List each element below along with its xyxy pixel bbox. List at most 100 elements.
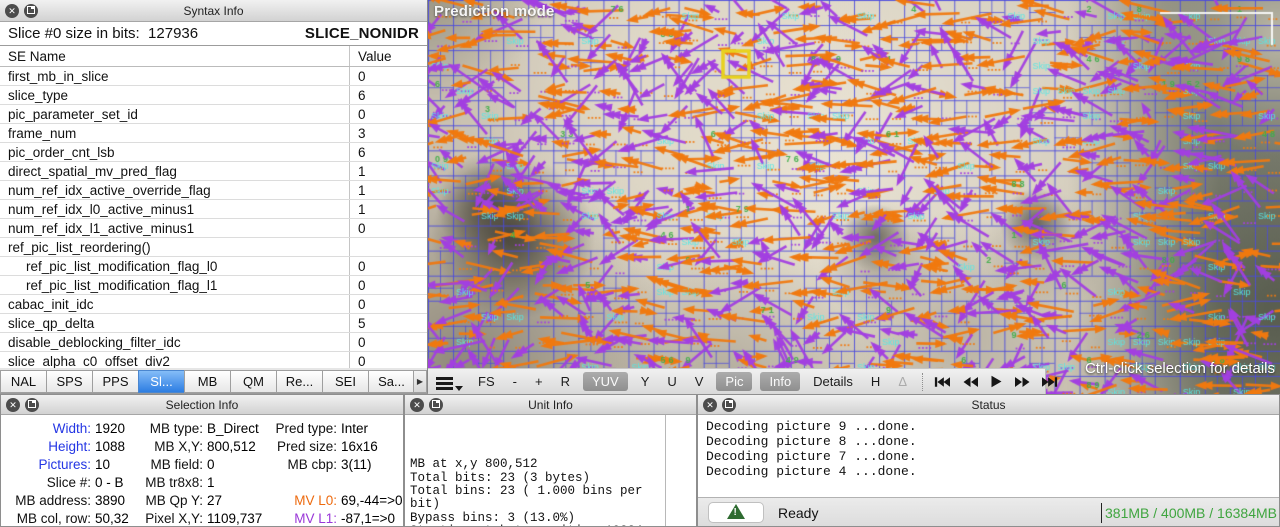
jump-first-button[interactable] xyxy=(933,376,950,388)
unit-info-content: MB at x,y 800,512 Total bits: 23 (3 bytes… xyxy=(405,415,696,526)
table-row[interactable]: frame_num 3 xyxy=(0,124,427,143)
table-row[interactable]: cabac_init_idc 0 xyxy=(0,295,427,314)
float-panel-icon[interactable] xyxy=(25,398,39,412)
video-mode-label: Prediction mode xyxy=(434,3,555,20)
toolbar-button-yuv[interactable]: YUV xyxy=(582,372,628,391)
se-value: 1 xyxy=(349,200,427,218)
table-row[interactable]: num_ref_idx_l0_active_minus1 1 xyxy=(0,200,427,219)
tab-nal[interactable]: NAL xyxy=(0,370,47,393)
se-name: ref_pic_list_modification_flag_l0 xyxy=(26,259,218,274)
status-titlebar: ✕ Status xyxy=(698,395,1279,415)
close-icon[interactable]: ✕ xyxy=(5,4,19,18)
field-value: 1088 xyxy=(95,439,126,454)
prev-frame-button[interactable] xyxy=(962,376,978,388)
toolbar-button-h[interactable]: H xyxy=(870,374,881,389)
field-label: Pictures: xyxy=(38,457,91,472)
field-label: MB address: xyxy=(15,493,91,508)
close-icon[interactable]: ✕ xyxy=(703,398,717,412)
field-label: Pred type: xyxy=(275,421,337,436)
tab-sa[interactable]: Sa... xyxy=(368,370,415,393)
unit-info-line: bit) xyxy=(410,497,441,512)
table-row[interactable]: first_mb_in_slice 0 xyxy=(0,67,427,86)
next-frame-button[interactable] xyxy=(1014,376,1030,388)
field-label: Pixel X,Y: xyxy=(145,511,203,526)
toolbar-button-fs[interactable]: FS xyxy=(478,374,495,389)
close-icon[interactable]: ✕ xyxy=(6,398,20,412)
toolbar-button-[interactable]: + xyxy=(534,374,543,389)
hamburger-menu-icon[interactable] xyxy=(436,372,463,391)
toolbar-button-details[interactable]: Details xyxy=(813,374,853,389)
status-log-line: Decoding picture 9 ...done. xyxy=(706,419,917,434)
table-row[interactable]: slice_qp_delta 5 xyxy=(0,314,427,333)
field-label: MB field: xyxy=(150,457,203,472)
toolbar-button-pic[interactable]: Pic xyxy=(716,372,753,391)
tab-overflow-button[interactable]: ▶ xyxy=(413,370,427,393)
toolbar-separator xyxy=(922,372,923,391)
unit-info-line: Starting at byte position 10334 xyxy=(410,524,660,526)
float-panel-icon[interactable] xyxy=(24,4,38,18)
tab-mb[interactable]: MB xyxy=(184,370,231,393)
video-canvas[interactable] xyxy=(428,0,1280,394)
table-row[interactable]: ref_pic_list_modification_flag_l1 0 xyxy=(0,276,427,295)
jump-last-button[interactable] xyxy=(1042,376,1059,388)
table-row[interactable]: slice_type 6 xyxy=(0,86,427,105)
table-row[interactable]: disable_deblocking_filter_idc 0 xyxy=(0,333,427,352)
toolbar-button-y[interactable]: Y xyxy=(640,374,650,389)
se-name: slice_type xyxy=(8,88,69,103)
toolbar-button-u[interactable]: U xyxy=(667,374,677,389)
unit-info-titlebar: ✕ Unit Info xyxy=(405,395,696,415)
tab-qm[interactable]: QM xyxy=(230,370,277,393)
se-value xyxy=(349,238,427,256)
table-row[interactable]: ref_pic_list_modification_flag_l0 0 xyxy=(0,257,427,276)
field-label: MB Qp Y: xyxy=(145,493,203,508)
se-value: 6 xyxy=(349,143,427,161)
video-toolbar: FS - + R YUV Y U V Pic Info Details H Δ xyxy=(428,368,1058,394)
play-button[interactable] xyxy=(990,375,1002,388)
toolbar-button-r[interactable]: R xyxy=(560,374,570,389)
toolbar-button-v[interactable]: V xyxy=(694,374,704,389)
se-name: direct_spatial_mv_pred_flag xyxy=(8,164,177,179)
unit-info-line: Total bins: 23 ( 1.000 bins per xyxy=(410,484,643,499)
tab-re[interactable]: Re... xyxy=(276,370,323,393)
se-value: 0 xyxy=(349,67,427,85)
close-icon[interactable]: ✕ xyxy=(410,398,424,412)
table-row[interactable]: ref_pic_list_reordering() xyxy=(0,238,427,257)
se-value: 0 xyxy=(349,333,427,351)
table-row[interactable]: num_ref_idx_l1_active_minus1 0 xyxy=(0,219,427,238)
ready-label: Ready xyxy=(778,504,819,521)
chevron-down-icon xyxy=(455,386,463,391)
float-panel-icon[interactable] xyxy=(429,398,443,412)
syntax-info-titlebar: ✕ Syntax Info xyxy=(0,0,427,22)
field-label: Slice #: xyxy=(46,475,91,490)
field-value: 3890 xyxy=(95,493,126,508)
se-name: first_mb_in_slice xyxy=(8,69,109,84)
tab-pps[interactable]: PPS xyxy=(92,370,139,393)
selection-field: Pixel X,Y: 1109,737 xyxy=(137,511,265,526)
warning-button[interactable] xyxy=(708,502,764,523)
scrollbar-track[interactable] xyxy=(665,415,696,526)
tab-sps[interactable]: SPS xyxy=(46,370,93,393)
tab-sl[interactable]: Sl... xyxy=(138,370,185,393)
field-value: 800,512 xyxy=(207,439,256,454)
table-row[interactable]: pic_parameter_set_id 0 xyxy=(0,105,427,124)
se-name: num_ref_idx_active_override_flag xyxy=(8,183,211,198)
selection-field: Slice #: 0 - B xyxy=(3,475,137,493)
float-panel-icon[interactable] xyxy=(722,398,736,412)
toolbar-button-info[interactable]: Info xyxy=(760,372,801,391)
table-row[interactable]: pic_order_cnt_lsb 6 xyxy=(0,143,427,162)
selection-field: MV L0: 69,-44=>0 xyxy=(265,493,403,511)
status-panel: ✕ Status Decoding picture 9 ...done. Deco… xyxy=(697,394,1280,527)
video-toolbar-buttons: FS - + R YUV Y U V Pic Info Details H Δ xyxy=(473,372,912,391)
table-row[interactable]: num_ref_idx_active_override_flag 1 xyxy=(0,181,427,200)
tab-sei[interactable]: SEI xyxy=(322,370,369,393)
se-value: 1 xyxy=(349,162,427,180)
warning-icon xyxy=(727,504,745,519)
table-row[interactable]: slice_alpha_c0_offset_div2 0 xyxy=(0,352,427,368)
se-value: 0 xyxy=(349,352,427,368)
video-view: Prediction mode Ctrl-click selection for… xyxy=(428,0,1280,394)
selection-field: Pictures: 10 xyxy=(3,457,137,475)
toolbar-button-[interactable]: - xyxy=(512,374,517,389)
toolbar-button-[interactable]: Δ xyxy=(898,374,907,389)
table-row[interactable]: direct_spatial_mv_pred_flag 1 xyxy=(0,162,427,181)
